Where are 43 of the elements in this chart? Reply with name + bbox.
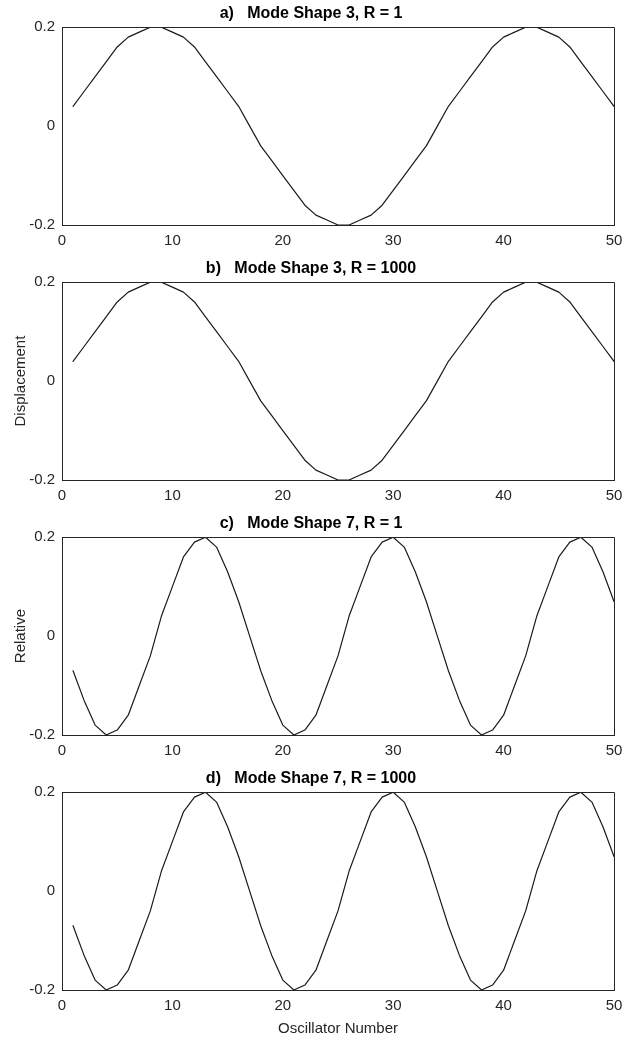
x-tick-label: 40 bbox=[495, 231, 512, 249]
x-tick-label: 30 bbox=[384, 231, 402, 249]
y-tick-label: 0 bbox=[46, 371, 55, 389]
chart-title: c) Mode Shape 7, R = 1 bbox=[219, 514, 403, 532]
x-tick-label: 0 bbox=[57, 486, 67, 504]
x-tick-label: 50 bbox=[605, 996, 623, 1014]
x-tick-label: 10 bbox=[164, 741, 181, 759]
chart-title: d) Mode Shape 7, R = 1000 bbox=[205, 769, 417, 787]
y-axis-title: Displacement bbox=[11, 334, 29, 427]
x-tick-label: 40 bbox=[495, 996, 512, 1014]
y-tick-label: 0.2 bbox=[34, 17, 55, 35]
chart-title: b) Mode Shape 3, R = 1000 bbox=[205, 259, 417, 277]
y-tick-label: -0.2 bbox=[29, 980, 55, 998]
x-tick-label: 50 bbox=[605, 741, 623, 759]
x-tick-label: 40 bbox=[495, 486, 512, 504]
x-tick-label: 0 bbox=[57, 996, 67, 1014]
x-tick-label: 50 bbox=[605, 231, 623, 249]
x-tick-label: 30 bbox=[384, 741, 402, 759]
y-tick-label: 0.2 bbox=[34, 782, 55, 800]
y-tick-label: 0 bbox=[46, 881, 55, 899]
x-tick-label: 30 bbox=[384, 486, 402, 504]
chart-title: a) Mode Shape 3, R = 1 bbox=[219, 4, 403, 22]
y-tick-label: -0.2 bbox=[29, 470, 55, 488]
y-axis-title: Relative bbox=[11, 609, 29, 664]
x-tick-label: 40 bbox=[495, 741, 512, 759]
x-tick-label: 20 bbox=[274, 996, 292, 1014]
x-axis-title: Oscillator Number bbox=[277, 1019, 399, 1037]
x-tick-label: 10 bbox=[164, 996, 181, 1014]
x-tick-label: 20 bbox=[274, 486, 292, 504]
x-tick-label: 0 bbox=[57, 741, 67, 759]
x-tick-label: 0 bbox=[57, 231, 67, 249]
y-tick-label: 0.2 bbox=[34, 272, 55, 290]
x-tick-label: 10 bbox=[164, 486, 181, 504]
x-tick-label: 10 bbox=[164, 231, 181, 249]
x-tick-label: 50 bbox=[605, 486, 623, 504]
y-tick-label: 0.2 bbox=[34, 527, 55, 545]
x-tick-label: 20 bbox=[274, 741, 292, 759]
y-tick-label: 0 bbox=[46, 626, 55, 644]
x-tick-label: 30 bbox=[384, 996, 402, 1014]
y-tick-label: -0.2 bbox=[29, 215, 55, 233]
x-tick-label: 20 bbox=[274, 231, 292, 249]
y-tick-label: -0.2 bbox=[29, 725, 55, 743]
y-tick-label: 0 bbox=[46, 116, 55, 134]
